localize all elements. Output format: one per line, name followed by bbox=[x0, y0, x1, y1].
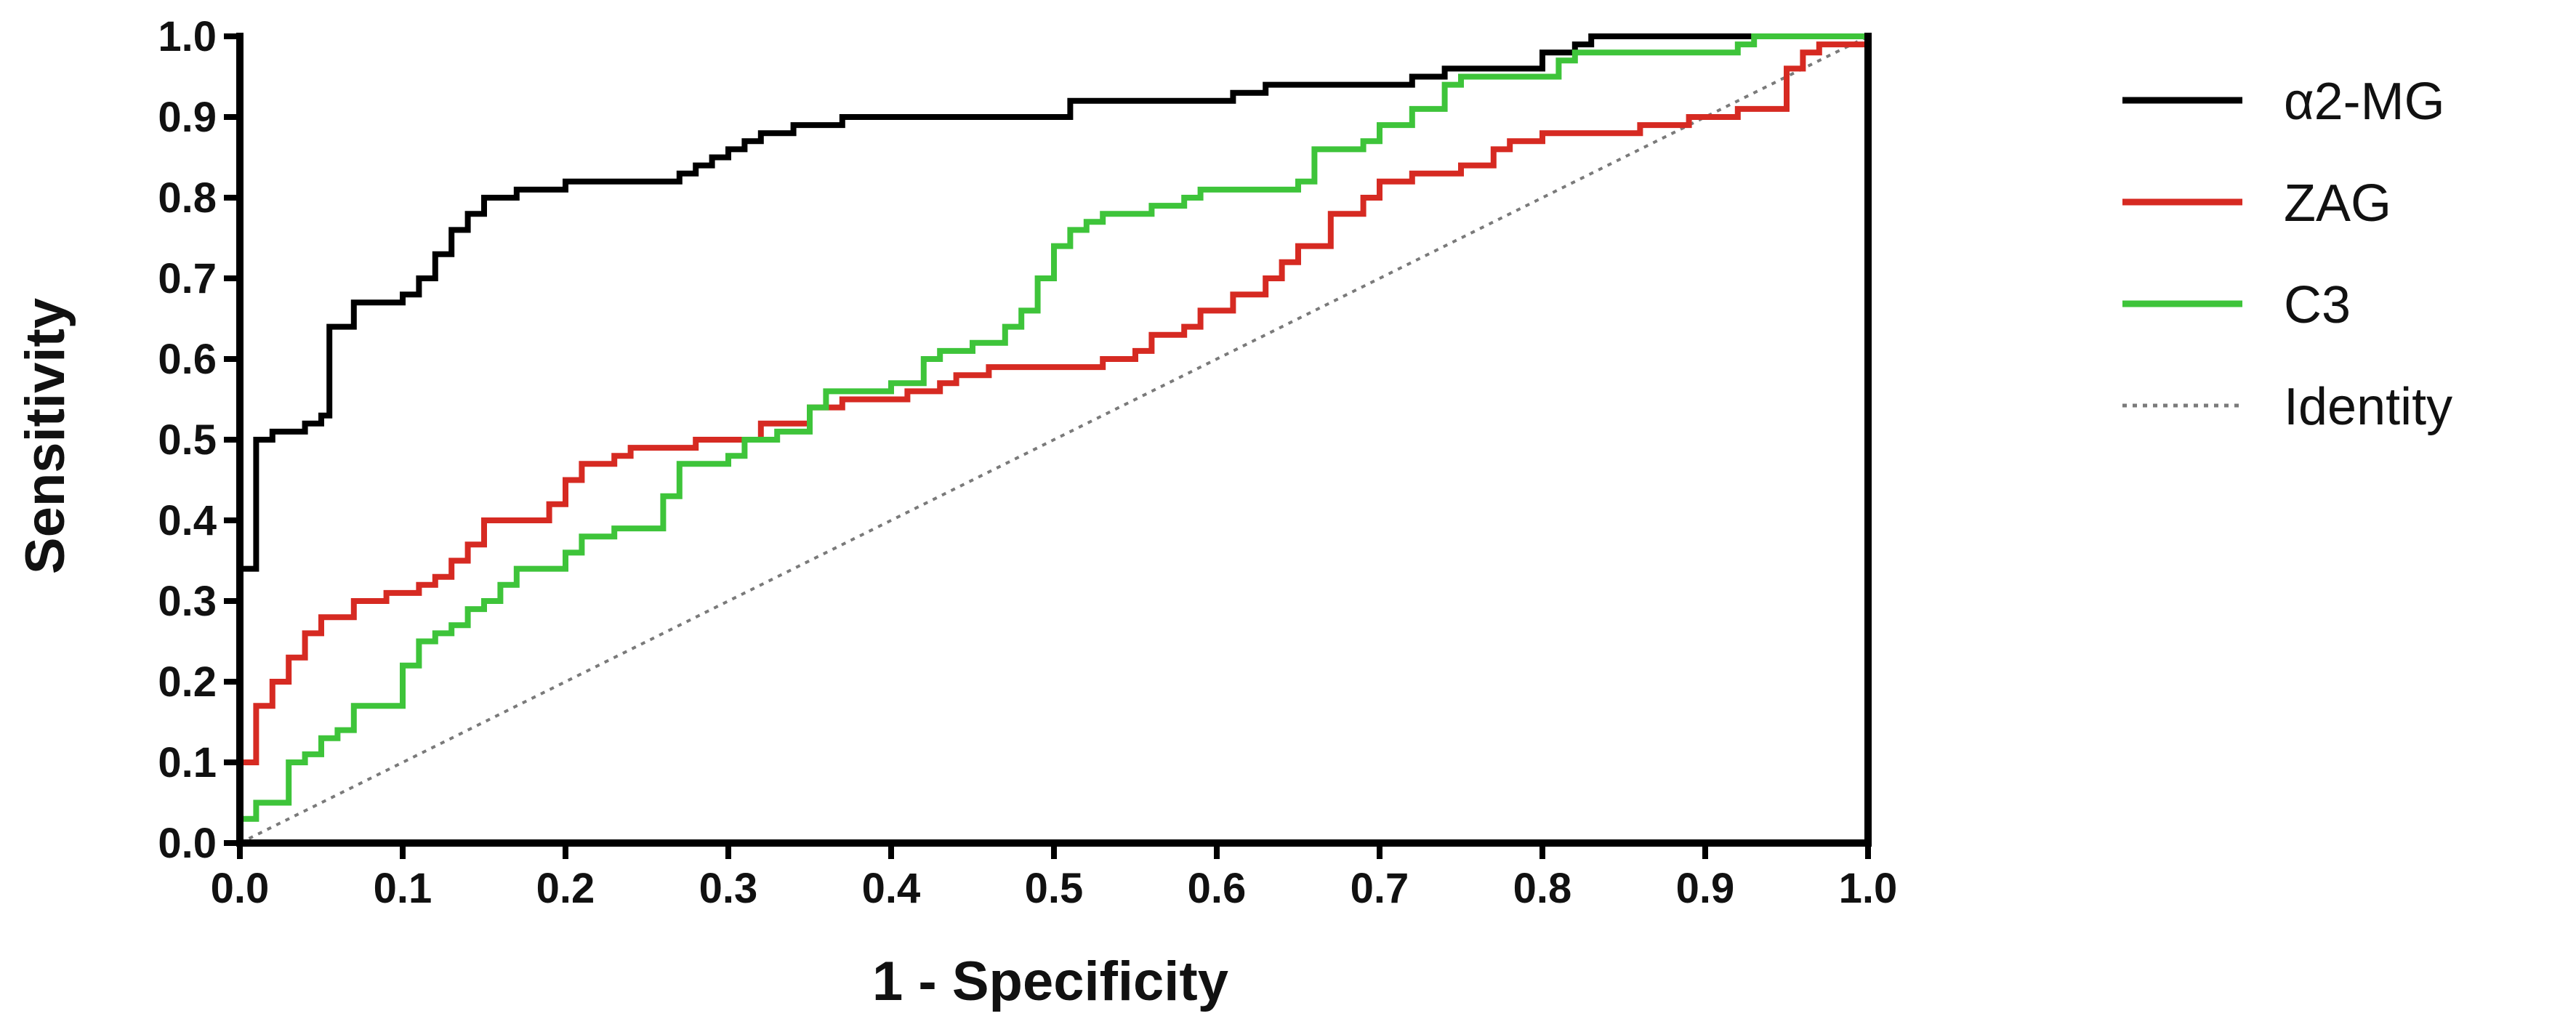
y-axis-label: Sensitivity bbox=[15, 298, 76, 574]
y-tick-label: 0.7 bbox=[158, 255, 217, 302]
y-tick-label: 0.8 bbox=[158, 174, 217, 222]
legend-label-2-mg: α2-MG bbox=[2284, 73, 2445, 131]
y-tick-label: 0.6 bbox=[158, 336, 217, 383]
legend-label-identity: Identity bbox=[2284, 378, 2452, 436]
y-tick-label: 0.5 bbox=[158, 416, 217, 464]
y-tick-label: 0.3 bbox=[158, 578, 217, 625]
x-tick-label: 0.9 bbox=[1676, 865, 1735, 912]
x-tick-label: 0.3 bbox=[699, 865, 758, 912]
y-ticks: 0.0 0.1 0.2 0.3 0.4 0.5 0.6 0.7 0.8 0.9 1.0 bbox=[158, 13, 240, 867]
x-tick-label: 1.0 bbox=[1839, 865, 1898, 912]
x-ticks: 0.0 0.1 0.2 0.3 0.4 0.5 0.6 0.7 0.8 0.9 1.0 bbox=[211, 843, 1898, 912]
x-tick-label: 0.0 bbox=[211, 865, 270, 912]
x-tick-label: 0.6 bbox=[1188, 865, 1247, 912]
x-tick-label: 0.2 bbox=[536, 865, 595, 912]
x-tick-label: 0.1 bbox=[374, 865, 432, 912]
x-tick-label: 0.5 bbox=[1025, 865, 1084, 912]
series-line-identity bbox=[239, 35, 1869, 844]
plot-lines bbox=[237, 33, 1871, 844]
x-tick-label: 0.4 bbox=[862, 865, 921, 912]
legend-label-c3: C3 bbox=[2284, 276, 2351, 334]
y-tick-label: 0.9 bbox=[158, 94, 217, 141]
x-axis-label: 1 - Specificity bbox=[872, 951, 1228, 1012]
series-line-zag bbox=[240, 36, 1871, 765]
y-tick-label: 0.1 bbox=[158, 739, 217, 786]
y-tick-label: 0.2 bbox=[158, 658, 217, 706]
legend-label-zag: ZAG bbox=[2284, 174, 2391, 233]
y-tick-label: 0.0 bbox=[158, 820, 217, 867]
y-tick-label: 1.0 bbox=[158, 13, 217, 60]
x-tick-label: 0.8 bbox=[1513, 865, 1572, 912]
series-line-2-mg bbox=[237, 33, 1868, 843]
y-tick-label: 0.4 bbox=[158, 497, 217, 544]
x-tick-label: 0.7 bbox=[1351, 865, 1409, 912]
legend: α2-MG ZAG C3 Identity bbox=[2122, 73, 2452, 436]
series-line-c3 bbox=[240, 33, 1868, 822]
